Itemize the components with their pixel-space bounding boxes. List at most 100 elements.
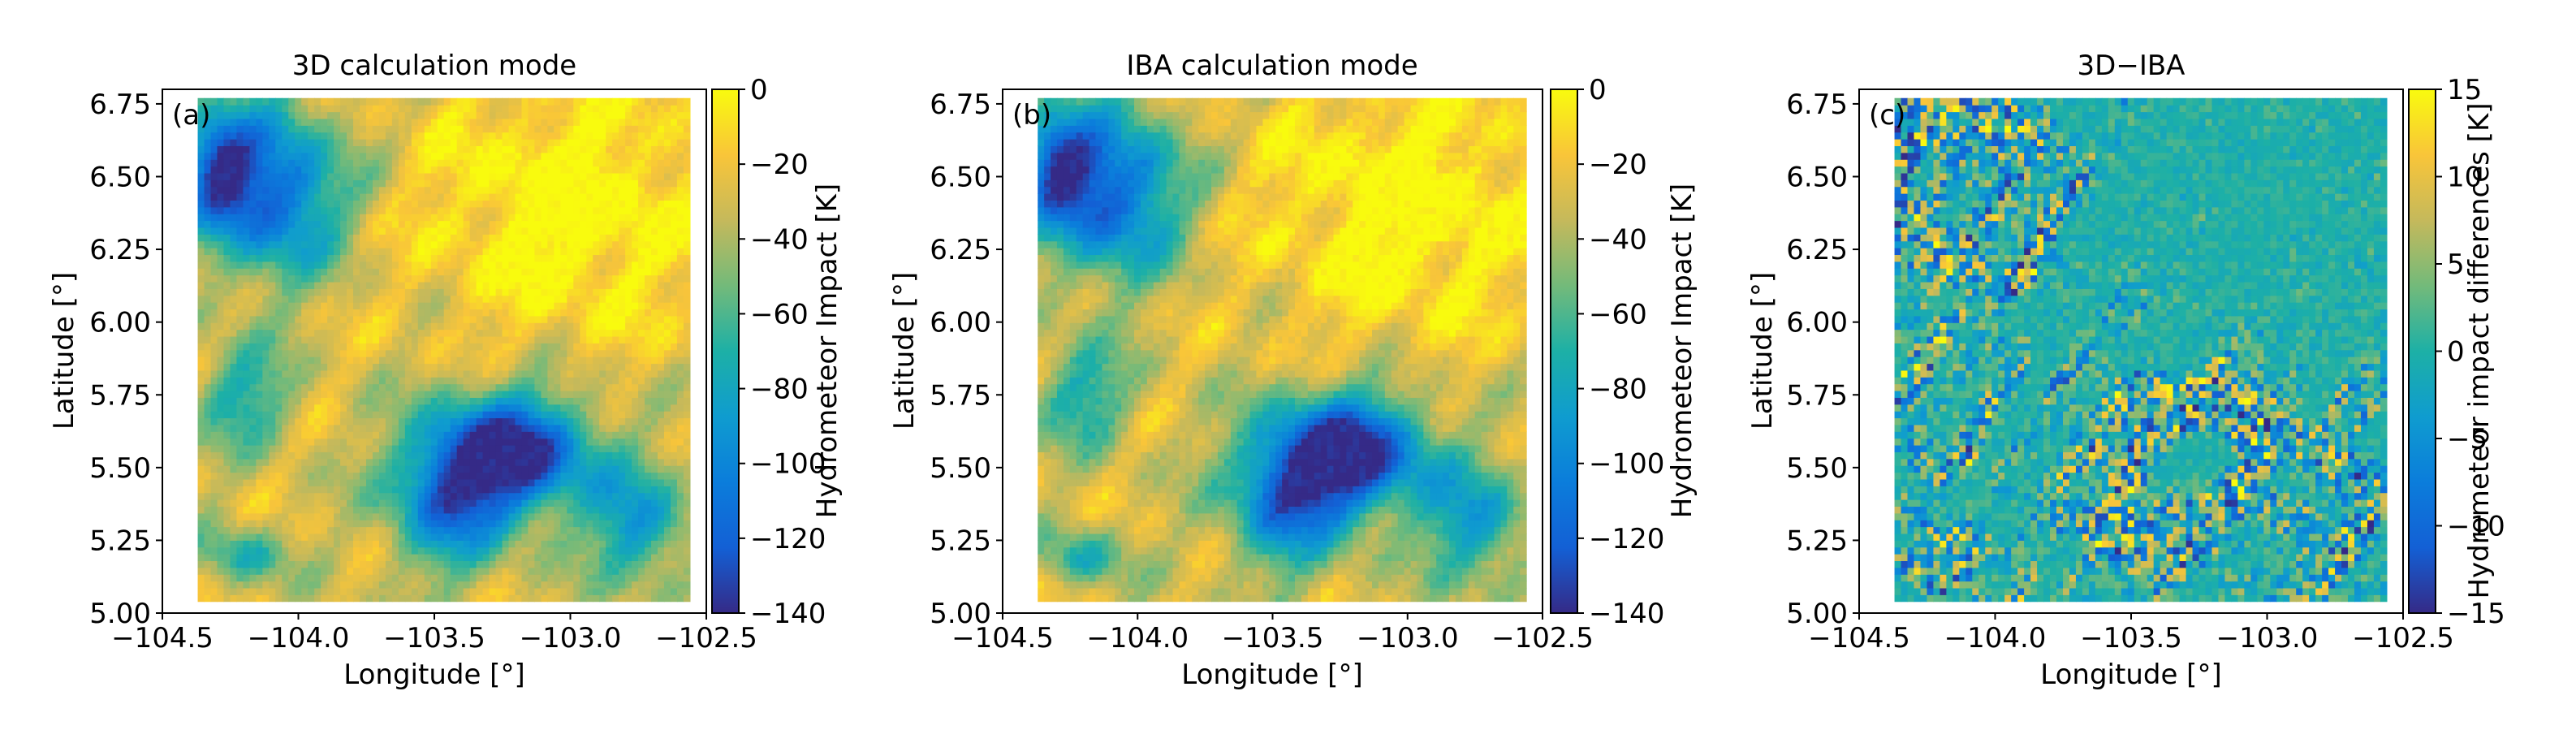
heatmap-cell	[625, 214, 632, 222]
heatmap-cell	[204, 206, 212, 214]
heatmap-cell	[632, 159, 639, 167]
heatmap-cell	[521, 533, 529, 541]
heatmap-cell	[599, 329, 606, 337]
heatmap-cell	[353, 465, 360, 473]
heatmap-cell	[586, 179, 593, 188]
heatmap-cell	[450, 533, 458, 541]
heatmap-cell	[327, 166, 334, 174]
heatmap-cell	[282, 268, 289, 276]
heatmap-cell	[404, 438, 412, 446]
heatmap-cell	[204, 444, 212, 452]
heatmap-cell	[612, 227, 619, 235]
heatmap-cell	[204, 587, 212, 595]
heatmap-cell	[567, 281, 574, 289]
heatmap-cell	[204, 533, 212, 541]
heatmap-cell	[314, 356, 321, 365]
heatmap-cell	[365, 377, 373, 385]
heatmap-cell	[327, 193, 334, 201]
heatmap-cell	[443, 594, 451, 603]
heatmap-cell	[334, 214, 341, 222]
heatmap-cell	[508, 540, 516, 548]
heatmap-cell	[249, 363, 257, 371]
heatmap-cell	[456, 343, 464, 351]
heatmap-cell	[210, 431, 218, 439]
heatmap-cell	[430, 302, 438, 310]
heatmap-cell	[638, 560, 645, 568]
heatmap-cell	[308, 200, 315, 208]
heatmap-cell	[521, 546, 529, 555]
heatmap-cell	[554, 540, 561, 548]
heatmap-cell	[314, 234, 321, 242]
heatmap-cell	[547, 281, 554, 289]
heatmap-cell	[230, 472, 238, 480]
heatmap-cell	[411, 411, 419, 419]
heatmap-cell	[365, 302, 373, 310]
heatmap-cell	[625, 159, 632, 167]
heatmap-cell	[236, 478, 244, 486]
heatmap-cell	[321, 227, 328, 235]
heatmap-cell	[437, 417, 445, 425]
heatmap-cell	[243, 179, 250, 188]
heatmap-cell	[230, 302, 238, 310]
heatmap-cell	[417, 240, 425, 248]
heatmap-cell	[593, 417, 600, 425]
heatmap-cell	[385, 349, 393, 357]
heatmap-cell	[676, 444, 684, 452]
heatmap-cell	[321, 240, 328, 248]
heatmap-cell	[411, 356, 419, 365]
heatmap-cell	[417, 166, 425, 174]
heatmap-cell	[560, 567, 567, 575]
heatmap-cell	[360, 520, 367, 528]
heatmap-cell	[327, 172, 334, 180]
heatmap-cell	[236, 444, 244, 452]
heatmap-cell	[217, 281, 225, 289]
heatmap-cell	[411, 499, 419, 507]
heatmap-cell	[288, 309, 296, 317]
heatmap-cell	[663, 166, 671, 174]
heatmap-cell	[430, 295, 438, 303]
heatmap-cell	[645, 193, 652, 201]
heatmap-cell	[430, 248, 438, 256]
heatmap-cell	[456, 200, 464, 208]
heatmap-cell	[197, 335, 205, 343]
heatmap-cell	[515, 431, 523, 439]
heatmap-cell	[560, 451, 567, 460]
heatmap-cell	[586, 172, 593, 180]
heatmap-cell	[424, 546, 432, 555]
heatmap-cell	[476, 567, 484, 575]
heatmap-cell	[645, 404, 652, 412]
heatmap-cell	[663, 546, 671, 555]
heatmap-cell	[567, 268, 574, 276]
heatmap-cell	[437, 520, 445, 528]
heatmap-cell	[334, 363, 341, 371]
heatmap-cell	[528, 335, 536, 343]
heatmap-cell	[612, 581, 619, 589]
heatmap-cell	[321, 159, 328, 167]
heatmap-cell	[560, 295, 567, 303]
heatmap-cell	[645, 268, 652, 276]
heatmap-cell	[515, 451, 523, 460]
heatmap-cell	[456, 186, 464, 194]
heatmap-cell	[521, 520, 529, 528]
heatmap-cell	[204, 492, 212, 500]
heatmap-cell	[599, 390, 606, 398]
heatmap-cell	[489, 315, 497, 323]
heatmap-cell	[417, 193, 425, 201]
heatmap-cell	[482, 240, 490, 248]
heatmap-cell	[288, 478, 296, 486]
heatmap-cell	[651, 520, 658, 528]
heatmap-cell	[515, 322, 523, 330]
heatmap-cell	[275, 424, 283, 432]
heatmap-cell	[256, 206, 263, 214]
heatmap-cell	[599, 172, 606, 180]
heatmap-cell	[210, 166, 218, 174]
heatmap-cell	[463, 486, 471, 494]
heatmap-cell	[593, 166, 600, 174]
heatmap-cell	[645, 315, 652, 323]
heatmap-cell	[391, 227, 399, 235]
heatmap-cell	[521, 268, 529, 276]
heatmap-cell	[676, 383, 684, 391]
heatmap-cell	[508, 309, 516, 317]
heatmap-cell	[676, 179, 684, 188]
heatmap-cell	[334, 335, 341, 343]
